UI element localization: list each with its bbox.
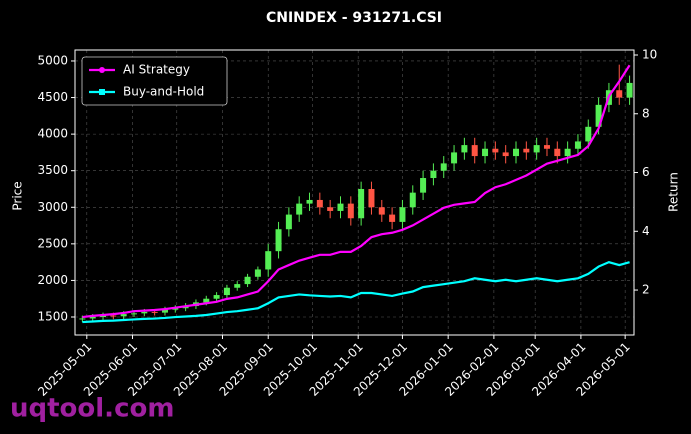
candle-body xyxy=(234,284,241,288)
legend-marker xyxy=(99,67,105,73)
candle-body xyxy=(100,315,107,318)
candle-body xyxy=(172,308,179,310)
candle-body xyxy=(296,203,303,215)
y-tick-label: 5000 xyxy=(37,53,68,67)
candle-body xyxy=(574,141,581,149)
candle-body xyxy=(378,207,385,215)
candle-body xyxy=(130,313,137,315)
plot-frame xyxy=(74,49,635,336)
y-tick-label: 3000 xyxy=(37,200,68,214)
candle-body xyxy=(482,148,489,157)
y2-tick-label: 6 xyxy=(642,165,650,179)
candle-body xyxy=(161,309,168,313)
candle-body xyxy=(203,298,210,303)
candle-body xyxy=(151,311,158,313)
y2-axis-label: Return xyxy=(667,172,681,212)
candle-body xyxy=(451,152,458,164)
y-tick-label: 1500 xyxy=(37,310,68,324)
candle-body xyxy=(223,287,230,296)
candle-body xyxy=(110,315,117,317)
candle-body xyxy=(420,178,427,193)
candle-body xyxy=(89,317,96,319)
watermark: uqtool.com xyxy=(10,394,174,424)
series-line xyxy=(82,64,631,319)
candle-body xyxy=(275,229,282,252)
y-tick-label: 3500 xyxy=(37,163,68,177)
candle-body xyxy=(492,148,499,153)
candle-body xyxy=(244,276,251,285)
candle-body xyxy=(430,170,437,179)
chart-title: CNINDEX - 931271.CSI xyxy=(266,10,442,26)
candle-body xyxy=(564,148,571,157)
candle-body xyxy=(533,145,540,153)
candle-body xyxy=(513,148,520,157)
y2-tick-label: 10 xyxy=(642,47,657,61)
legend-label: Buy-and-Hold xyxy=(123,85,204,99)
candle-body xyxy=(337,203,344,211)
candle-body xyxy=(306,199,313,204)
candle-body xyxy=(254,269,261,277)
y-axis-label: Price xyxy=(11,181,25,210)
candle-body xyxy=(585,126,592,142)
y2-tick-label: 4 xyxy=(642,224,650,238)
candle-body xyxy=(626,82,633,98)
y-tick-label: 4000 xyxy=(37,127,68,141)
candle-body xyxy=(595,104,602,127)
candle-body xyxy=(285,214,292,230)
candle-body xyxy=(368,188,375,208)
legend-label: AI Strategy xyxy=(123,63,190,77)
candle-body xyxy=(316,199,323,208)
y2-tick-label: 8 xyxy=(642,106,650,120)
candle-body xyxy=(141,311,148,314)
y-tick-label: 2500 xyxy=(37,236,68,250)
candle-body xyxy=(213,295,220,299)
candle-body xyxy=(543,145,550,149)
candle-body xyxy=(502,152,509,157)
candle-body xyxy=(471,145,478,157)
candle-body xyxy=(399,207,406,222)
candle-body xyxy=(358,188,365,219)
candle-body xyxy=(554,148,561,157)
candle-body xyxy=(120,314,127,317)
candle-body xyxy=(79,318,86,320)
candle-body xyxy=(461,145,468,153)
series-line xyxy=(82,260,630,324)
y-tick-label: 4500 xyxy=(37,90,68,104)
y2-tick-label: 2 xyxy=(642,283,650,297)
candle-body xyxy=(616,90,623,98)
candle-body xyxy=(265,251,272,270)
candle-body xyxy=(409,192,416,208)
candle-body xyxy=(523,148,530,153)
candle-body xyxy=(347,203,354,219)
y-tick-label: 2000 xyxy=(37,273,68,287)
candle-body xyxy=(389,214,396,222)
legend-marker xyxy=(99,89,105,95)
candle-body xyxy=(327,207,334,211)
candle-body xyxy=(440,163,447,171)
legend-box xyxy=(81,56,228,106)
legend: AI Strategy Buy-and-Hold xyxy=(81,56,228,106)
